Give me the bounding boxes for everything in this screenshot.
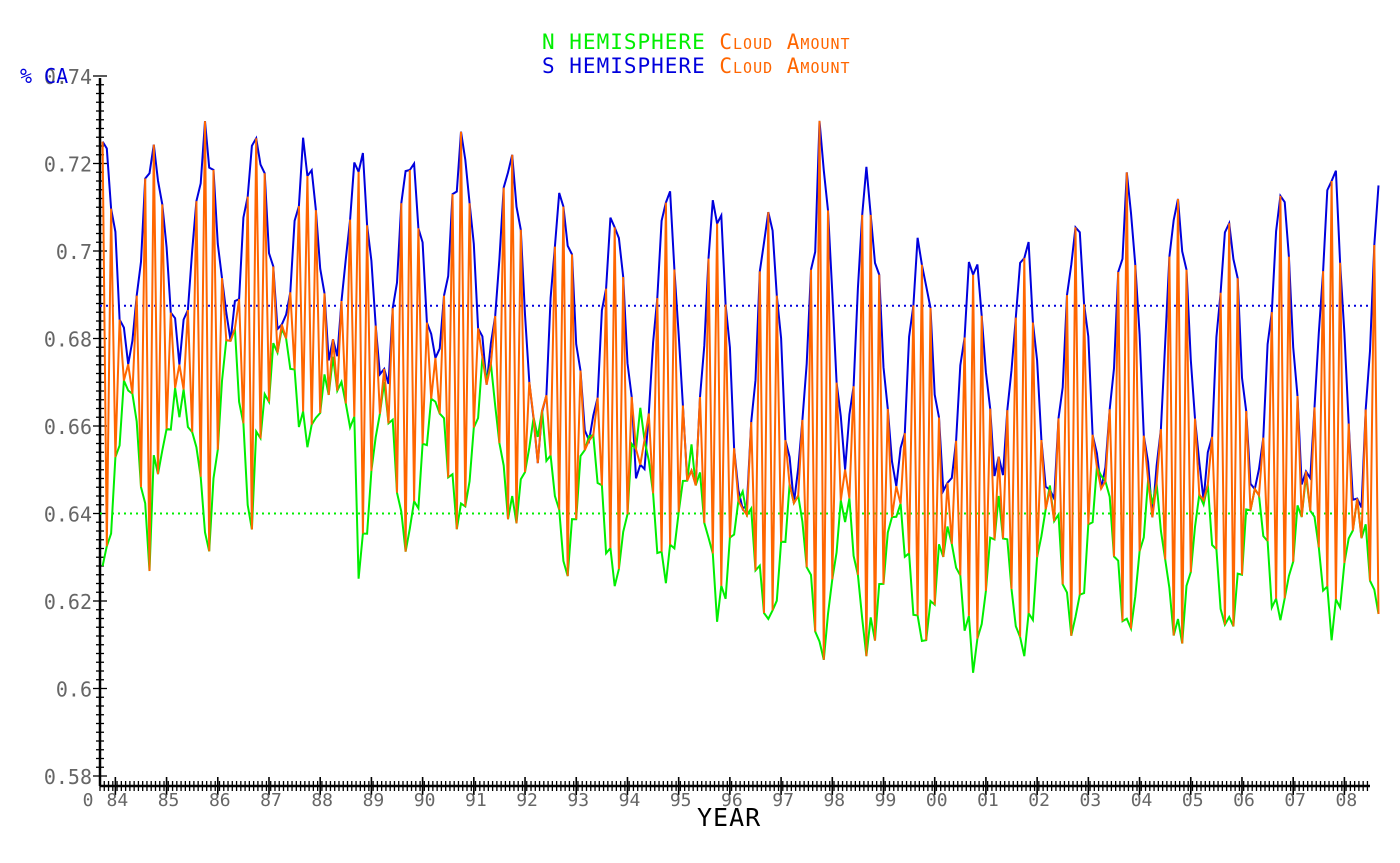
x-axis-label: YEAR: [697, 803, 762, 832]
x-tick-label: 88: [311, 790, 333, 811]
x-tick-label: 06: [1233, 790, 1255, 811]
x-tick-label: 94: [619, 790, 641, 811]
y-tick-label: 0.74: [44, 65, 92, 89]
x-tick-label: 04: [1131, 790, 1153, 811]
y-tick-label: 0.66: [44, 415, 92, 439]
x-origin-label: 0: [83, 790, 94, 811]
legend-south-hemisphere: S HEMISPHERE: [542, 54, 706, 78]
plot-area: 0.58 0.6 0.62 0.64 0.66 0.68 0.7 0.72 0.74 0 84 85 8…: [44, 65, 1380, 811]
x-tick-label: 00: [926, 790, 948, 811]
x-tick-label: 01: [977, 790, 999, 811]
y-tick-label: 0.62: [44, 590, 92, 614]
legend-north-hemisphere: N HEMISPHERE: [542, 30, 706, 54]
x-tick-label: 93: [567, 790, 589, 811]
x-tick-label: 87: [260, 790, 282, 811]
x-tick-label: 07: [1284, 790, 1306, 811]
y-tick-label: 0.58: [44, 765, 92, 789]
x-tick-label: 92: [516, 790, 538, 811]
x-tick-label: 89: [363, 790, 385, 811]
x-tick-label: 08: [1336, 790, 1358, 811]
x-tick-label: 86: [209, 790, 231, 811]
x-tick-label: 03: [1080, 790, 1102, 811]
x-tick-label: 02: [1028, 790, 1050, 811]
south-series-line: [101, 120, 1380, 518]
x-tick-label: 05: [1182, 790, 1204, 811]
y-tick-label: 0.7: [56, 240, 92, 264]
x-tick-label: 95: [670, 790, 692, 811]
y-tick-label: 0.64: [44, 503, 92, 527]
x-tick-label: 90: [414, 790, 436, 811]
x-tick-label: 98: [823, 790, 845, 811]
x-tick-label: 99: [875, 790, 897, 811]
legend-south: S HEMISPHERE Cloud Amount: [542, 54, 851, 78]
x-tick-label: 91: [465, 790, 487, 811]
legend-south-quantity: Cloud Amount: [719, 54, 851, 78]
y-tick-label: 0.6: [56, 678, 92, 702]
y-tick-label: 0.68: [44, 328, 92, 352]
cloud-amount-series-line: [101, 120, 1380, 660]
x-tick-label: 84: [107, 790, 129, 811]
legend-north-quantity: Cloud Amount: [719, 30, 851, 54]
x-tick-label: 85: [158, 790, 180, 811]
north-series-line: [101, 325, 1380, 673]
y-axis-label: % CA: [20, 64, 69, 88]
y-tick-label: 0.72: [44, 153, 92, 177]
x-tick-label: 97: [772, 790, 794, 811]
x-tick-label: 96: [721, 790, 743, 811]
legend-north: N HEMISPHERE Cloud Amount: [542, 30, 851, 54]
